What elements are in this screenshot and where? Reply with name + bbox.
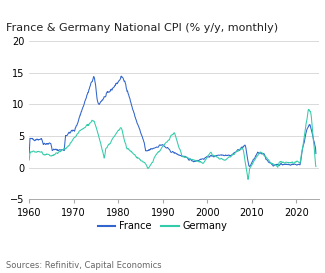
France	[245, 156, 249, 159]
Text: Sources: Refinitiv, Capital Economics: Sources: Refinitiv, Capital Economics	[6, 261, 162, 270]
Germany	[307, 108, 311, 111]
Line: France: France	[29, 76, 316, 167]
Germany	[314, 165, 318, 168]
Germany	[32, 150, 36, 153]
France	[32, 139, 36, 142]
Germany	[216, 155, 220, 159]
Legend: France, Germany: France, Germany	[94, 218, 231, 235]
France	[73, 129, 77, 132]
France	[216, 154, 220, 157]
France	[142, 141, 146, 144]
Germany	[73, 136, 77, 139]
Germany	[245, 170, 249, 174]
France	[196, 159, 200, 162]
France	[248, 165, 252, 168]
France	[119, 75, 123, 78]
Text: France & Germany National CPI (% y/y, monthly): France & Germany National CPI (% y/y, mo…	[6, 23, 279, 33]
Germany	[142, 161, 146, 164]
Germany	[195, 159, 199, 163]
France	[27, 152, 31, 155]
Germany	[27, 158, 31, 162]
Line: Germany: Germany	[29, 109, 316, 179]
Germany	[246, 178, 250, 181]
France	[314, 152, 318, 155]
